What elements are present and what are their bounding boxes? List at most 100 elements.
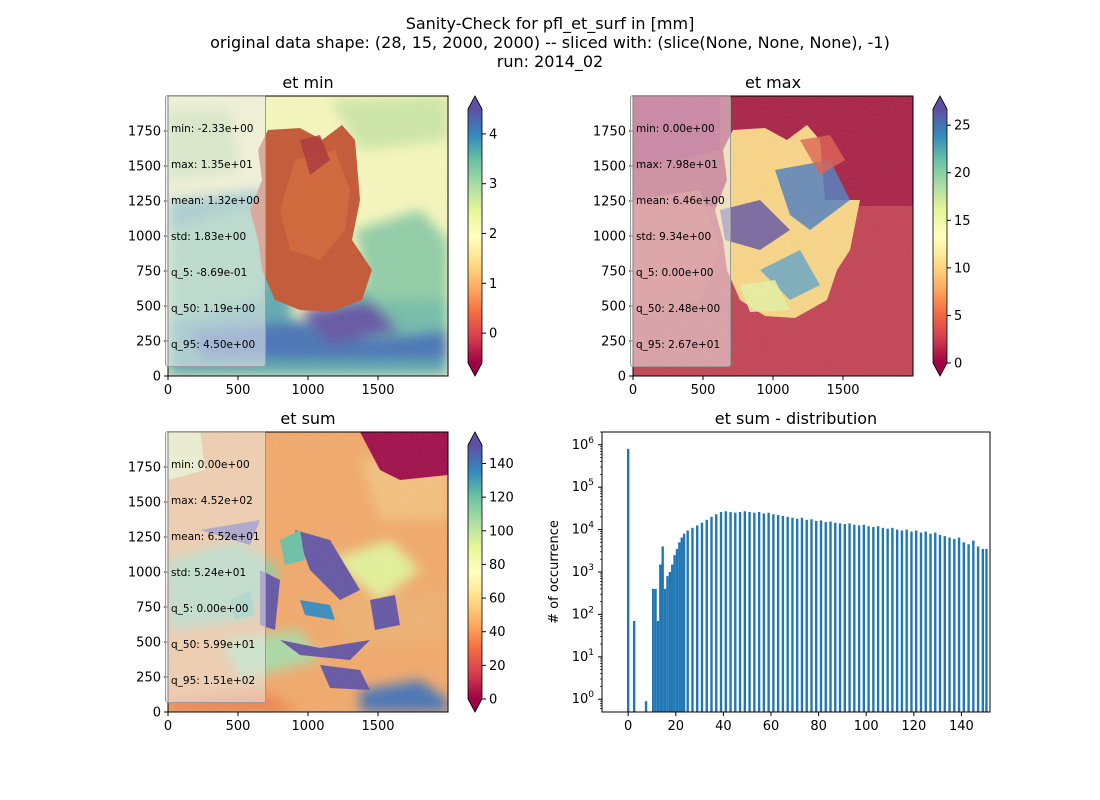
histogram-bar	[943, 536, 946, 712]
x-axis-distribution: 0 20 40 60 80 100 120 140	[624, 712, 974, 734]
colorbar-tick-label: 20	[954, 166, 971, 181]
histogram-bar	[962, 542, 966, 712]
panel-title-et-max: et max	[745, 73, 801, 92]
colorbar-et-max: 0 5 10 15 20 25	[932, 95, 971, 377]
histogram-bar	[967, 544, 970, 712]
histogram-bar	[772, 514, 775, 712]
figure-title: Sanity-Check for pfl_et_surf in [mm] ori…	[0, 14, 1100, 71]
histogram-bar	[673, 555, 676, 712]
histogram-bar	[656, 620, 660, 712]
histogram-bar	[781, 515, 785, 712]
stats-box-et-sum: min: 0.00e+00 max: 4.52e+02 mean: 6.52e+…	[165, 431, 266, 703]
figure-title-line-2: original data shape: (28, 15, 2000, 2000…	[210, 33, 890, 52]
x-tick-label: 0	[629, 383, 637, 398]
colorbar-tick-label: 1	[489, 277, 497, 292]
histogram-bar	[729, 511, 732, 712]
x-tick-label: 120	[901, 719, 926, 734]
x-axis-et-min: 0 500 1000 1500	[164, 376, 395, 398]
histogram-bar	[691, 527, 694, 712]
histogram-bar	[776, 515, 780, 712]
histogram-bar	[654, 588, 657, 712]
histogram-bar	[867, 526, 870, 712]
colorbar-tick-label: 80	[489, 558, 506, 573]
histogram-bar	[938, 534, 942, 712]
stat-line: q_95: 4.50e+00	[171, 339, 256, 351]
colorbar-tick-label: 5	[954, 309, 962, 324]
histogram-bar	[696, 525, 699, 712]
histogram-bar	[857, 525, 861, 712]
histogram-bar	[682, 533, 686, 712]
histogram-bar	[632, 620, 636, 712]
x-tick-label: 80	[810, 719, 827, 734]
y-axis-et-max: 0 250 500 750 1000 1250 1500 1750	[593, 125, 633, 385]
histogram-bar	[985, 548, 988, 712]
y-tick-label: 0	[153, 370, 161, 385]
x-tick-label: 500	[226, 719, 251, 734]
y-tick-label: 1500	[128, 160, 161, 175]
x-tick-label: 1000	[291, 719, 324, 734]
y-tick-label: 1250	[128, 531, 161, 546]
histogram-bar	[786, 516, 789, 712]
histogram-bar	[715, 514, 718, 712]
histogram-bar	[767, 512, 770, 712]
colorbar-tick-label: 120	[489, 491, 514, 506]
stat-line: q_50: 2.48e+00	[636, 303, 721, 315]
stat-line: max: 4.52e+02	[171, 495, 253, 507]
x-tick-label: 20	[668, 719, 685, 734]
histogram-bar	[757, 511, 761, 712]
y-tick-label: 250	[136, 335, 161, 350]
histogram-bar	[948, 537, 951, 712]
x-tick-label: 1000	[756, 383, 789, 398]
histogram-bar	[972, 540, 975, 712]
x-tick-label: 500	[226, 383, 251, 398]
histogram-bar	[819, 520, 823, 712]
histogram-bar	[663, 588, 667, 712]
y-tick-label: 103	[572, 563, 594, 580]
y-axis-distribution: 100 101 102 103 104 105 106	[572, 431, 602, 709]
y-axis-et-sum: 0 250 500 750 1000 1250 1500 1750	[128, 461, 168, 721]
x-tick-label: 1500	[361, 383, 394, 398]
y-tick-label: 1000	[593, 230, 626, 245]
stat-line: std: 5.24e+01	[171, 567, 247, 579]
colorbar-tick-label: 140	[489, 457, 514, 472]
colorbar-et-min: 0 1 2 3 4	[467, 95, 497, 377]
histogram-bar	[800, 517, 804, 712]
x-tick-label: 1500	[826, 383, 859, 398]
histogram-bar	[700, 522, 704, 712]
histogram-bar	[666, 576, 669, 712]
histogram-bar	[934, 532, 937, 712]
x-tick-label: 100	[854, 719, 879, 734]
histogram-bar	[838, 523, 842, 712]
histogram-bar	[824, 522, 827, 712]
y-tick-label: 100	[572, 690, 595, 707]
x-tick-label: 140	[949, 719, 974, 734]
histogram-bar	[719, 511, 723, 712]
histogram-bar	[895, 529, 899, 712]
histogram-bar	[651, 588, 655, 712]
histogram-bar	[705, 519, 708, 712]
colorbar-et-sum: 0 20 40 60 80 100 120 140	[467, 431, 514, 713]
histogram-bar	[743, 511, 747, 712]
histogram-bar	[644, 701, 648, 712]
stat-line: min: 0.00e+00	[636, 123, 715, 135]
x-tick-label: 1000	[291, 383, 324, 398]
y-tick-label: 1750	[128, 125, 161, 140]
y-tick-label: 500	[601, 300, 626, 315]
stat-line: std: 1.83e+00	[171, 231, 247, 243]
colorbar-tick-label: 3	[489, 177, 497, 192]
panel-title-distribution: et sum - distribution	[715, 409, 877, 428]
colorbar-tick-label: 60	[489, 592, 506, 607]
stat-line: q_5: 0.00e+00	[636, 267, 714, 279]
stat-line: q_95: 2.67e+01	[636, 339, 721, 351]
histogram-bar	[762, 513, 766, 712]
x-tick-label: 0	[624, 719, 632, 734]
histogram-bar	[929, 533, 932, 712]
histogram-bar	[876, 526, 880, 712]
stat-line: mean: 6.52e+01	[171, 531, 260, 543]
panel-title-et-sum: et sum	[280, 409, 335, 428]
x-axis-et-max: 0 500 1000 1500	[629, 376, 860, 398]
histogram-bar	[900, 530, 904, 712]
histogram-bar	[834, 522, 837, 712]
histogram-bar	[953, 538, 956, 712]
panel-et-sum-distribution: 0 20 40 60 80 100 120 140 100 101 102 103 104 105 106…	[547, 409, 991, 734]
